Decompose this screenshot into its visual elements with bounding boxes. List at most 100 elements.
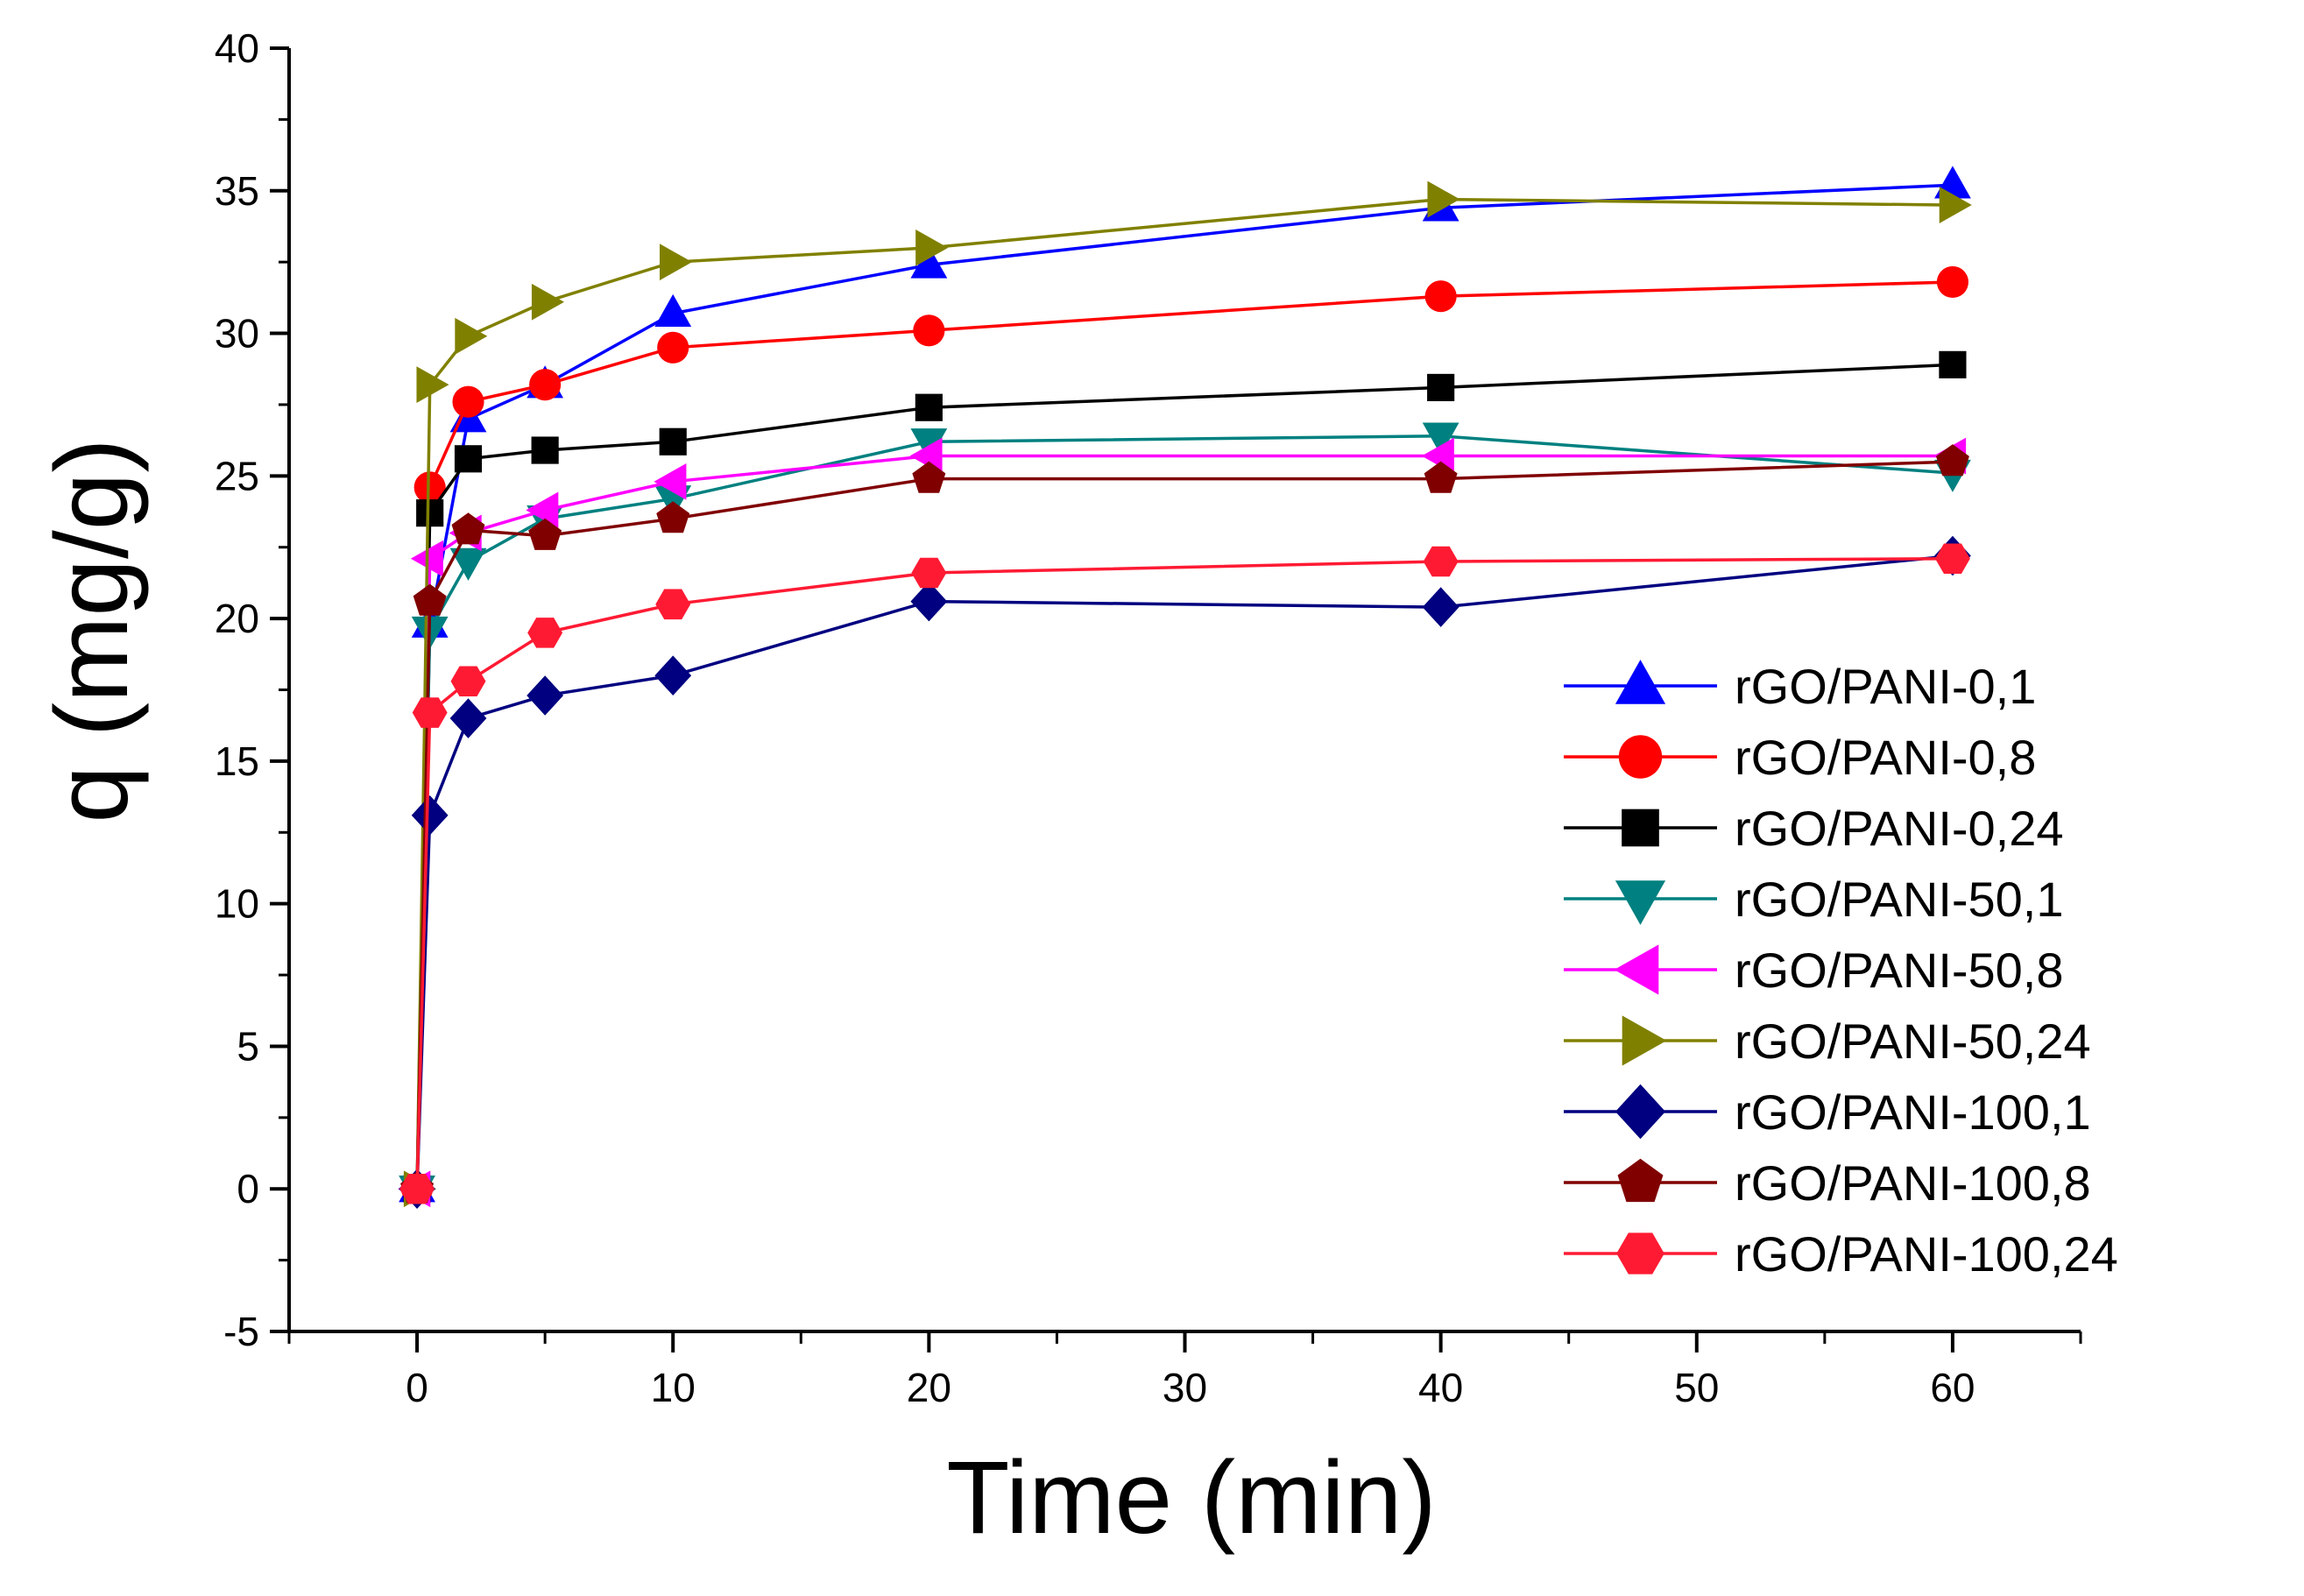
x-tick-label: 0 (406, 1365, 428, 1410)
data-point (1424, 461, 1458, 493)
y-tick-label: 30 (215, 311, 259, 357)
data-point (659, 427, 687, 455)
data-point (413, 583, 447, 616)
data-point (452, 385, 484, 418)
data-point (529, 369, 562, 401)
data-point (416, 499, 444, 527)
legend-item: rGO/PANI-0,24 (1564, 801, 2064, 856)
y-tick-label: 35 (215, 168, 259, 214)
data-point (411, 794, 449, 836)
legend-item: rGO/PANI-100,8 (1564, 1155, 2091, 1211)
data-point (657, 331, 689, 364)
data-point (449, 547, 487, 581)
legend: rGO/PANI-0,1 rGO/PANI-0,8 rGO/PANI-0,24 rGO… (1564, 659, 2118, 1282)
y-axis: -5 0 5 10 15 20 25 30 35 40 (215, 25, 289, 1354)
legend-item: rGO/PANI-50,8 (1564, 943, 2064, 998)
legend-item: rGO/PANI-100,1 (1564, 1084, 2091, 1140)
legend-label: rGO/PANI-0,24 (1735, 801, 2064, 856)
legend-marker (1615, 880, 1666, 925)
legend-label: rGO/PANI-0,8 (1735, 730, 2036, 785)
x-axis: 0 10 20 30 40 50 60 (287, 1331, 2082, 1410)
legend-item: rGO/PANI-0,8 (1564, 730, 2036, 785)
legend-marker (1617, 1158, 1664, 1203)
legend-label: rGO/PANI-50,8 (1735, 943, 2064, 998)
data-point (531, 436, 559, 464)
data-point (1427, 180, 1460, 218)
legend-label: rGO/PANI-0,1 (1735, 659, 2036, 714)
y-tick-label: 20 (215, 596, 259, 641)
legend-marker (1615, 660, 1666, 704)
series-rGO/PANI-50,8 (398, 437, 1967, 1208)
legend-item: rGO/PANI-50,1 (1564, 872, 2064, 927)
y-tick-label: 15 (215, 738, 259, 784)
legend-marker (1622, 809, 1659, 847)
legend-marker (1616, 1232, 1664, 1275)
y-tick-label: -5 (223, 1309, 259, 1354)
data-point (911, 557, 947, 589)
data-point (1423, 546, 1459, 577)
data-point (660, 244, 693, 281)
data-point (531, 283, 564, 321)
data-point (656, 501, 690, 533)
y-tick-label: 5 (237, 1023, 259, 1069)
data-point (1424, 280, 1457, 313)
legend-marker (1614, 944, 1659, 995)
y-tick-label: 40 (215, 25, 259, 71)
data-point (1936, 265, 1968, 299)
data-point (527, 675, 564, 716)
data-point (455, 317, 488, 355)
data-point (1939, 350, 1967, 378)
x-tick-label: 60 (1930, 1365, 1975, 1410)
x-tick-label: 20 (907, 1365, 951, 1410)
data-point (915, 393, 943, 421)
x-tick-label: 10 (651, 1365, 696, 1410)
data-point (416, 366, 449, 404)
data-point (449, 698, 487, 738)
data-point (451, 512, 485, 545)
series-line (415, 280, 1953, 1190)
data-point (450, 666, 486, 697)
data-point (528, 518, 562, 550)
data-point (399, 1173, 435, 1204)
data-point (910, 581, 948, 622)
series-line (415, 183, 1953, 1190)
data-point (1427, 373, 1455, 401)
series-line (415, 197, 1953, 1190)
data-point (526, 491, 559, 529)
legend-marker (1622, 1015, 1667, 1066)
series-layer (398, 166, 1972, 1210)
legend-item: rGO/PANI-50,24 (1564, 1013, 2091, 1069)
data-point (1422, 587, 1459, 627)
series-line (415, 434, 1954, 1190)
legend-label: rGO/PANI-50,24 (1735, 1013, 2091, 1069)
data-point (912, 461, 946, 493)
data-point (413, 471, 446, 504)
legend-label: rGO/PANI-50,1 (1735, 872, 2064, 927)
data-point (915, 229, 949, 266)
legend-label: rGO/PANI-100,1 (1735, 1084, 2091, 1140)
x-tick-label: 40 (1418, 1365, 1463, 1410)
data-point (913, 314, 945, 347)
data-point (454, 445, 483, 473)
y-tick-label: 10 (215, 881, 259, 927)
x-tick-label: 30 (1163, 1365, 1207, 1410)
y-tick-label: 25 (215, 453, 259, 498)
data-point (527, 618, 563, 648)
legend-marker (1618, 735, 1663, 779)
data-point (655, 589, 691, 620)
y-tick-label: 0 (237, 1166, 259, 1211)
data-point (1934, 543, 1970, 575)
series-rGO/PANI-0,8 (401, 265, 1968, 1205)
x-axis-title: Time (min) (946, 1440, 1436, 1556)
legend-item: rGO/PANI-0,1 (1564, 659, 2036, 714)
y-axis-title: q (mg/g) (34, 438, 150, 823)
data-point (1935, 444, 1969, 477)
data-point (412, 697, 448, 728)
series-line (415, 554, 1954, 1190)
data-point (654, 293, 692, 327)
series-line (415, 556, 1953, 1190)
data-point (1939, 187, 1972, 223)
data-point (910, 428, 948, 462)
data-point (654, 463, 687, 500)
